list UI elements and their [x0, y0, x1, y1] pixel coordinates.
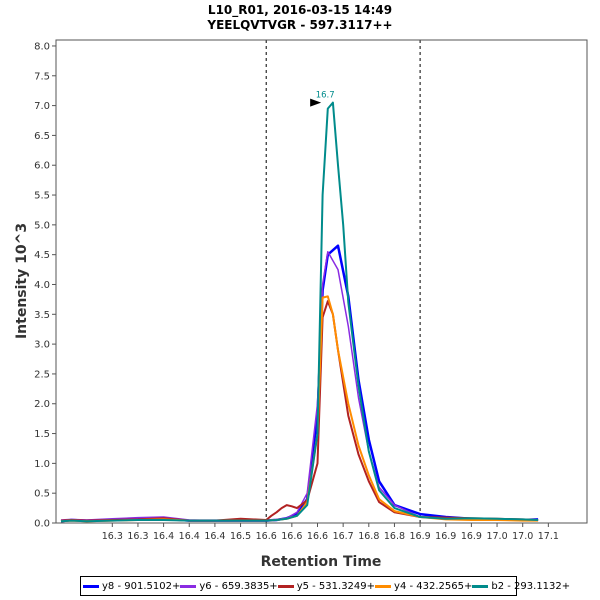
y-tick-label: 5.0 [34, 220, 50, 231]
legend-swatch [83, 584, 99, 588]
y-tick-label: 7.5 [34, 71, 50, 82]
chart-subtitle: YEELQVTVGR - 597.3117++ [207, 18, 393, 32]
y-tick-label: 0.0 [34, 519, 50, 530]
x-tick-label: 16.4 [179, 531, 200, 542]
y-tick-label: 3.0 [34, 340, 50, 351]
series-line-y5 [60, 300, 539, 522]
x-tick-label: 16.6 [256, 531, 277, 542]
legend-swatch [472, 584, 489, 588]
y-axis-label: Intensity 10^3 [14, 223, 30, 339]
x-tick-label: 16.6 [307, 531, 328, 542]
x-tick-label: 17.0 [486, 531, 507, 542]
y-tick-label: 6.0 [34, 161, 50, 172]
x-tick-label: 16.6 [281, 531, 302, 542]
y-tick-label: 1.0 [34, 459, 50, 470]
y-tick-label: 0.5 [34, 489, 50, 500]
legend-item: y6 - 659.3835+ [180, 580, 278, 592]
series-line-y8 [60, 244, 539, 523]
y-tick-label: 1.5 [34, 429, 50, 440]
y-tick-label: 2.0 [34, 399, 50, 410]
x-tick-label: 16.4 [153, 531, 174, 542]
y-tick-label: 2.5 [34, 369, 50, 380]
x-tick-label: 16.3 [127, 531, 148, 542]
x-tick-label: 16.4 [204, 531, 225, 542]
legend-label: y6 - 659.3835+ [199, 580, 278, 592]
y-tick-label: 7.0 [34, 101, 50, 112]
y-tick-label: 4.5 [34, 250, 50, 261]
x-tick-label: 16.5 [230, 531, 251, 542]
x-tick-label: 16.9 [435, 531, 456, 542]
x-tick-label: 16.9 [410, 531, 431, 542]
peak-marker-icon [310, 98, 322, 107]
x-tick-label: 16.8 [358, 531, 379, 542]
peak-annotation: 16.7 [316, 91, 335, 101]
y-tick-label: 4.0 [34, 280, 50, 291]
series-line-y4 [60, 295, 539, 523]
legend-item: b2 - 293.1132+ [472, 581, 570, 592]
legend-item: y4 - 432.2565+ [375, 581, 472, 592]
legend-item: y8 - 901.5102+ [83, 581, 180, 592]
legend-label: y8 - 901.5102+ [102, 580, 181, 592]
series-line-y6 [60, 250, 539, 522]
legend-label: b2 - 293.1132+ [491, 580, 571, 592]
x-tick-label: 17.0 [512, 531, 533, 542]
x-axis-label: Retention Time [261, 554, 382, 570]
chart-title: L10_R01, 2016-03-15 14:49 [207, 3, 393, 17]
y-tick-label: 3.5 [34, 310, 50, 321]
chart-legend: y8 - 901.5102+ y6 - 659.3835+ y5 - 531.324… [80, 576, 570, 596]
legend-label: y4 - 432.2565+ [394, 580, 473, 592]
legend-item: y5 - 531.3249+ [277, 580, 376, 592]
y-tick-label: 8.0 [34, 41, 50, 52]
x-tick-label: 16.3 [102, 531, 123, 542]
legend-swatch [277, 584, 294, 588]
y-tick-label: 6.5 [34, 131, 50, 142]
legend-swatch [375, 584, 392, 588]
x-tick-label: 17.1 [538, 531, 559, 542]
legend-swatch [180, 584, 197, 588]
legend-label: y5 - 531.3249+ [296, 580, 376, 592]
series-line-b2 [60, 101, 539, 523]
x-tick-label: 16.7 [333, 531, 354, 542]
x-tick-label: 16.9 [461, 531, 482, 542]
plot-frame [55, 39, 588, 524]
y-tick-label: 5.5 [34, 191, 50, 202]
x-tick-label: 16.8 [384, 531, 405, 542]
